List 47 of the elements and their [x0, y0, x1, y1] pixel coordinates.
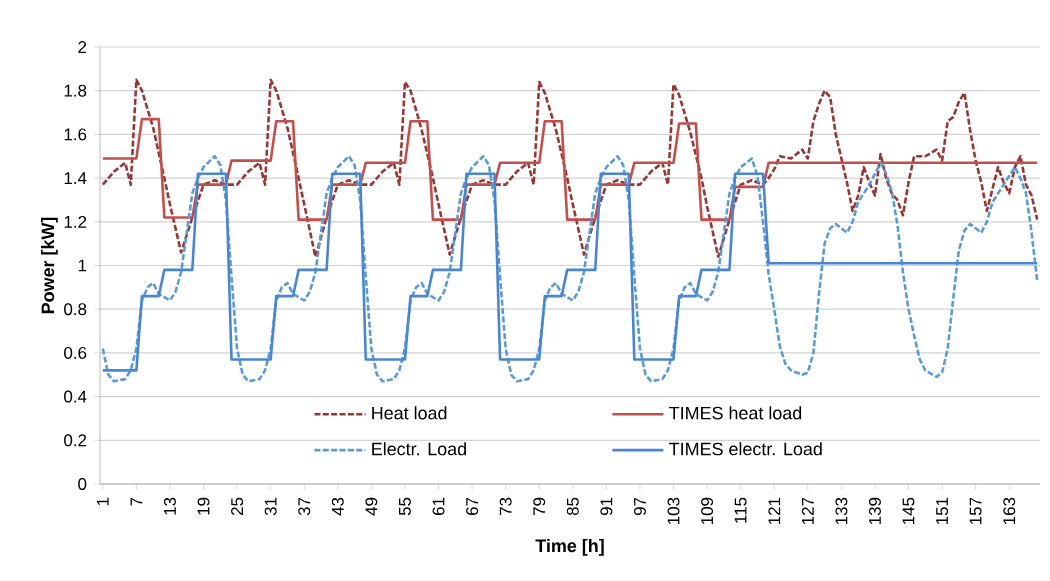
y-tick-label: 1.4	[64, 172, 87, 184]
y-tick-label: 0.4	[64, 390, 87, 403]
x-tick-label: 133	[835, 497, 848, 524]
x-tick-label: 163	[1003, 497, 1016, 524]
x-tick-label: 157	[969, 497, 982, 524]
x-tick-label: 31	[264, 497, 277, 516]
x-tick-label: 139	[868, 497, 881, 524]
x-tick-label: 145	[902, 497, 915, 524]
x-tick-label: 43	[331, 497, 344, 516]
y-tick-label: 0.6	[64, 346, 87, 359]
x-tick-label: 25	[231, 497, 244, 516]
x-tick-label: 19	[197, 497, 210, 515]
y-tick-label: 1.6	[64, 128, 87, 141]
x-tick-label: 115	[734, 497, 747, 523]
x-tick-label: 91	[600, 497, 613, 516]
y-tick-label: 1.2	[64, 215, 87, 228]
x-tick-label: 61	[432, 497, 445, 515]
y-tick-label: 1	[78, 259, 87, 272]
y-tick-label: 0.2	[64, 434, 87, 447]
y-axis-title: Power [kW]	[41, 217, 58, 314]
x-tick-label: 49	[365, 497, 378, 516]
x-tick-label: 85	[566, 497, 579, 516]
x-tick-label: 127	[801, 497, 814, 524]
x-tick-label: 121	[768, 497, 781, 524]
y-tick-label: 0	[78, 478, 87, 490]
x-tick-label: 37	[298, 497, 311, 516]
legend-label: TIMES heat load	[669, 406, 802, 420]
x-tick-label: 103	[667, 497, 680, 524]
legend-label: Heat load	[372, 406, 447, 420]
x-tick-label: 151	[936, 497, 948, 524]
y-tick-label: 2	[78, 41, 87, 53]
x-tick-label: 73	[499, 497, 512, 515]
line-series	[101, 78, 1039, 259]
x-axis-title: Time [h]	[535, 538, 604, 556]
line-series	[101, 117, 1039, 221]
x-tick-label: 79	[533, 497, 546, 515]
x-tick-label: 55	[399, 497, 411, 516]
x-tick-label: 109	[701, 497, 714, 524]
legend-label: Electr. Load	[372, 442, 466, 456]
x-tick-label: 1	[96, 497, 109, 506]
y-tick-label: 0.8	[64, 303, 87, 316]
x-tick-label: 13	[163, 497, 176, 515]
x-tick-label: 7	[130, 497, 143, 506]
y-tick-label: 1.8	[64, 84, 87, 97]
x-tick-label: 97	[633, 497, 646, 516]
legend-label: TIMES electr. Load	[669, 442, 822, 456]
x-tick-label: 67	[466, 497, 479, 515]
